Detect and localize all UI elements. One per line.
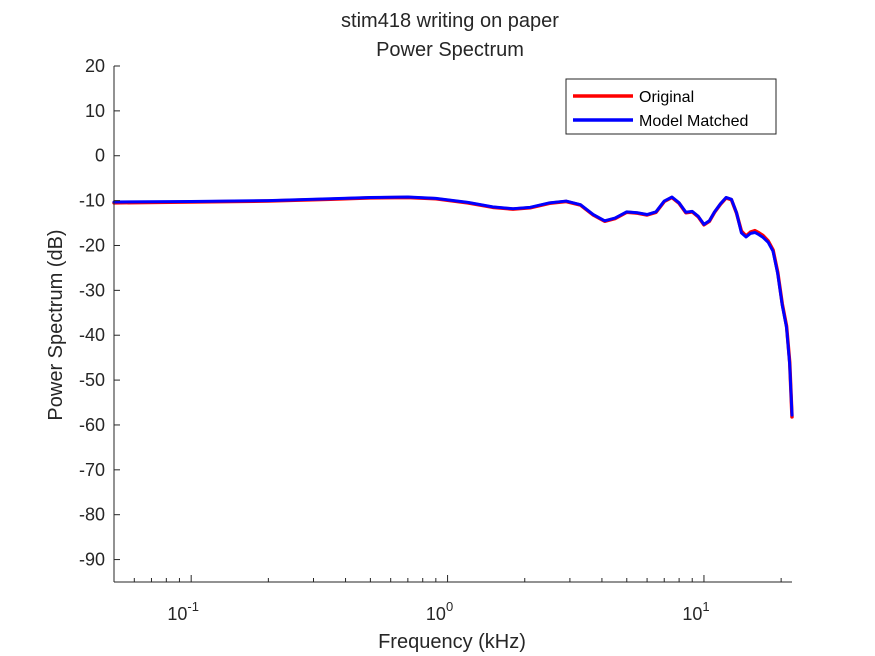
legend-label: Original — [639, 89, 694, 106]
chart-title-line-2: Power Spectrum — [376, 39, 524, 61]
x-tick-label: 10-1 — [167, 599, 199, 624]
chart-title-line-1: stim418 writing on paper — [341, 10, 559, 32]
series-layer — [112, 195, 794, 419]
y-tick-label: -50 — [79, 370, 105, 390]
series-line-original — [112, 195, 794, 419]
x-tick-label: 100 — [426, 599, 453, 624]
y-tick-label: -40 — [79, 325, 105, 345]
y-tick-label: 10 — [85, 101, 105, 121]
legend: Original Model Matched — [565, 78, 777, 135]
y-axis-label: Power Spectrum (dB) — [45, 229, 67, 420]
y-tick-label: -60 — [79, 415, 105, 435]
legend-label: Model Matched — [639, 113, 748, 130]
chart-title: stim418 writing on paper Power Spectrum — [341, 10, 559, 61]
y-tick-label: -80 — [79, 505, 105, 525]
x-axis-label: Frequency (kHz) — [378, 631, 526, 653]
y-tick-label: -10 — [79, 191, 105, 211]
y-tick-label: -30 — [79, 280, 105, 300]
y-tick-label: 20 — [85, 56, 105, 76]
y-tick-label: -90 — [79, 550, 105, 570]
series-line-model-matched — [112, 195, 794, 417]
x-tick-label: 101 — [682, 599, 709, 624]
y-tick-label: 0 — [95, 146, 105, 166]
legend-box — [565, 78, 777, 135]
y-tick-label: -70 — [79, 460, 105, 480]
y-tick-label: -20 — [79, 235, 105, 255]
